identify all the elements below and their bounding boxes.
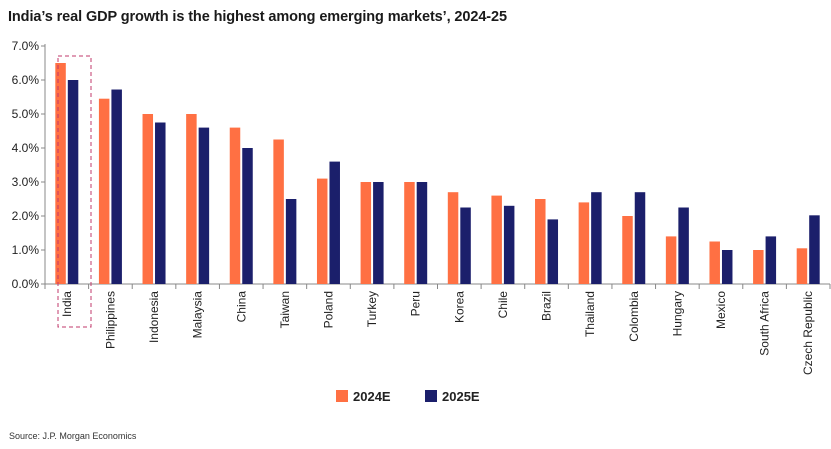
bars [55,63,820,285]
bar-2025e-taiwan [285,199,297,284]
x-tick-label: Philippines [103,291,117,349]
bar-2024e-china [229,127,241,284]
bar-2025e-malaysia [198,127,210,284]
x-tick-label: India [60,291,74,317]
source-note: Source: J.P. Morgan Economics [9,431,137,441]
bar-2024e-indonesia [142,114,154,284]
x-tick-label: South Africa [758,291,772,356]
x-tick-label: Chile [496,291,510,319]
y-tick-label: 3.0% [12,175,40,189]
bar-2025e-mexico [721,250,733,284]
bar-2024e-hungary [665,236,677,284]
bar-2024e-poland [316,178,328,284]
x-tick-label: Czech Republic [801,291,815,375]
y-tick-label: 2.0% [12,209,40,223]
y-tick-label: 4.0% [12,141,40,155]
bar-2024e-malaysia [186,114,197,284]
bar-2025e-china [242,148,253,284]
y-axis: 0.0% 1.0% 2.0% 3.0% 4.0% 5.0% 6.0% 7.0% [12,39,46,291]
bar-2025e-brazil [547,219,559,284]
bar-2024e-colombia [622,216,633,284]
bar-2024e-korea [447,192,459,284]
legend-swatch-2025e [425,390,437,402]
bar-2025e-thailand [591,192,602,284]
bar-2025e-turkey [373,182,384,284]
x-tick-label: Malaysia [191,291,205,339]
highlight-box [57,55,92,328]
bar-2024e-turkey [360,182,372,284]
bar-2024e-peru [404,182,415,284]
bar-2024e-philippines [98,98,110,284]
bar-2024e-brazil [535,199,546,284]
bar-2025e-indonesia [155,122,166,284]
bar-2024e-taiwan [273,139,284,284]
x-axis: India Philippines Indonesia Malaysia China Ta… [44,283,831,375]
x-tick-label: Poland [321,291,335,328]
x-tick-label: Indonesia [147,291,161,343]
x-tick-label: China [234,291,248,323]
x-tick-label: Korea [452,291,466,323]
bar-2024e-mexico [709,241,720,284]
x-tick-label: Colombia [627,291,641,342]
x-tick-label: Mexico [714,291,728,329]
bar-2024e-chile [491,195,502,284]
legend-label-2024e: 2024E [353,389,391,404]
bar-2024e-czech-republic [796,248,808,284]
bar-2025e-south-africa [765,236,777,284]
x-tick-label: Taiwan [278,291,292,328]
bar-2025e-poland [329,161,340,284]
bar-2024e-thailand [578,202,590,284]
y-tick-label: 6.0% [12,73,40,87]
bar-2025e-hungary [678,207,689,284]
x-tick-label: Brazil [540,291,554,321]
y-tick-label: 5.0% [12,107,40,121]
y-tick-label: 7.0% [12,39,40,53]
bar-2024e-south-africa [753,250,764,284]
legend-swatch-2024e [336,390,348,402]
bar-2024e-india [55,63,66,284]
bar-2025e-colombia [634,192,646,284]
y-tick-label: 1.0% [12,243,40,257]
bar-2025e-india [67,80,79,284]
y-tick-label: 0.0% [12,277,40,291]
bar-2025e-czech-republic [809,215,820,284]
x-tick-label: Peru [409,291,423,316]
legend: 2024E 2025E [336,389,480,404]
legend-label-2025e: 2025E [442,389,480,404]
bar-2025e-chile [503,205,515,284]
chart-title: India’s real GDP growth is the highest a… [8,9,507,25]
x-tick-label: Thailand [583,291,597,337]
x-tick-label: Turkey [365,291,379,327]
bar-2025e-philippines [111,89,122,285]
bar-2025e-korea [460,207,471,284]
bar-2025e-peru [416,182,428,284]
x-tick-label: Hungary [670,291,684,336]
highlight [57,55,92,328]
